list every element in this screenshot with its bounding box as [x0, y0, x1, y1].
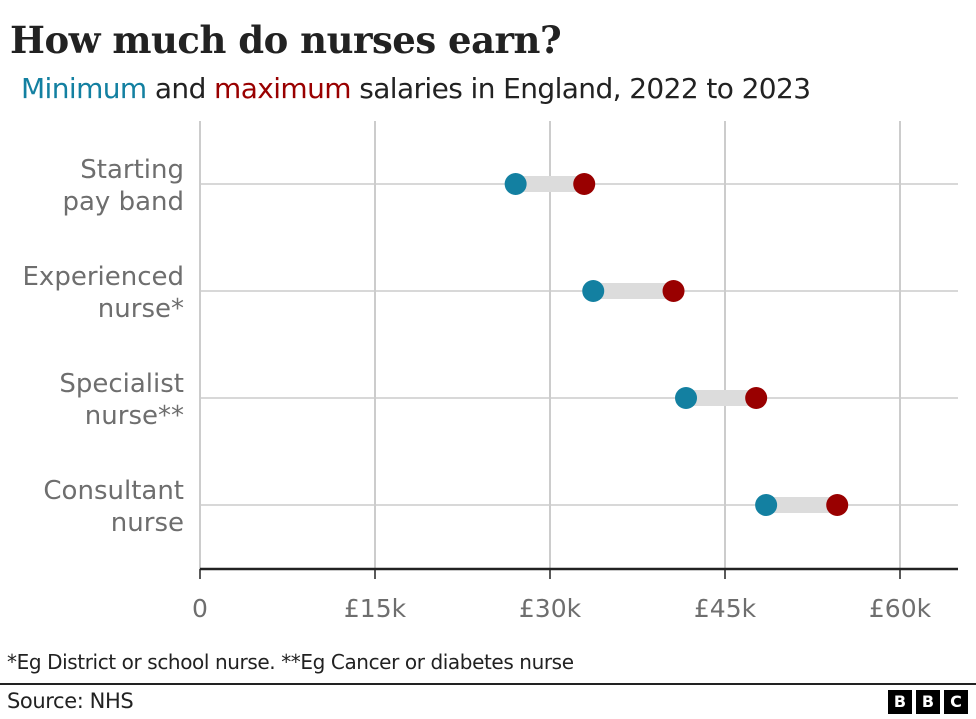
x-tick-label: £30k	[519, 594, 582, 623]
minimum-dot	[504, 173, 527, 195]
minimum-dot	[582, 280, 605, 302]
subtitle-rest: salaries in England, 2022 to 2023	[350, 72, 811, 105]
bbc-logo: B B C	[888, 690, 968, 714]
subtitle-and: and	[146, 72, 215, 105]
footer-divider	[0, 683, 976, 685]
category-label: nurse*	[98, 294, 184, 324]
category-label: Specialist	[59, 369, 184, 399]
source-note: Source: NHS	[7, 689, 134, 713]
minimum-dot	[755, 494, 778, 516]
x-tick-label: £15k	[344, 594, 407, 623]
category-label: Starting	[80, 155, 184, 185]
legend-maximum: maximum	[214, 72, 351, 105]
bbc-logo-letter: B	[916, 690, 940, 714]
bbc-logo-letter: B	[888, 690, 912, 714]
x-tick-label: £60k	[869, 594, 932, 623]
category-label: nurse**	[85, 401, 184, 431]
category-label: Consultant	[43, 476, 184, 506]
minimum-dot	[675, 387, 698, 409]
maximum-dot	[745, 387, 768, 409]
chart-title: How much do nurses earn?	[10, 18, 562, 62]
category-label: nurse	[111, 508, 184, 538]
chart-subtitle: Minimum and maximum salaries in England,…	[21, 72, 811, 105]
category-label: pay band	[62, 187, 184, 217]
bbc-logo-letter: C	[944, 690, 968, 714]
footnote: *Eg District or school nurse. **Eg Cance…	[7, 650, 574, 674]
maximum-dot	[573, 173, 596, 195]
x-tick-label: 0	[192, 594, 208, 623]
category-label: Experienced	[23, 262, 185, 292]
legend-minimum: Minimum	[21, 72, 147, 105]
maximum-dot	[662, 280, 685, 302]
maximum-dot	[826, 494, 849, 516]
x-tick-label: £45k	[694, 594, 757, 623]
